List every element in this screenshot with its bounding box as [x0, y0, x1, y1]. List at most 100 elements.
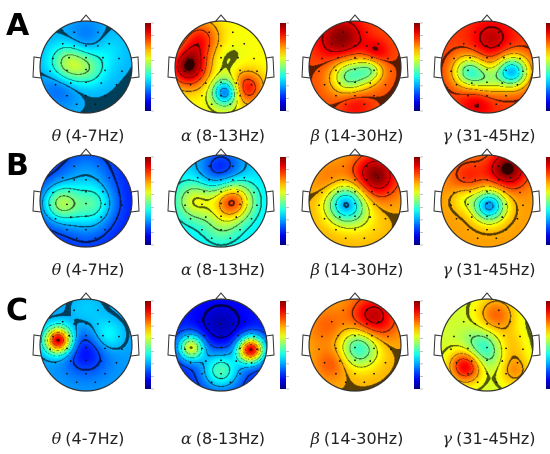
band-greek-letter: α: [181, 429, 192, 448]
colorbar: [414, 157, 420, 245]
electrode-marker: [354, 322, 356, 325]
electrode-marker: [220, 56, 222, 59]
electrode-marker: [503, 334, 505, 337]
electrode-marker: [94, 237, 97, 240]
electrode-marker: [505, 228, 507, 231]
band-label: γ (31-45Hz): [443, 260, 536, 279]
nose-icon: [348, 292, 362, 301]
electrode-marker: [69, 216, 72, 218]
electrode-marker: [467, 94, 469, 97]
left-ear-icon: [32, 334, 42, 357]
electrode-marker: [354, 68, 356, 71]
electrode-marker: [250, 361, 253, 364]
electrode-marker: [453, 191, 455, 194]
electrode-marker: [505, 94, 507, 97]
electrode-marker: [450, 70, 452, 73]
electrode-marker: [369, 216, 372, 218]
nose-icon: [214, 292, 228, 301]
electrode-marker: [486, 372, 488, 375]
electrode-marker: [243, 176, 246, 179]
left-ear-icon: [301, 190, 311, 213]
electrode-marker: [377, 42, 380, 45]
nose-icon: [214, 14, 228, 23]
nose-icon: [480, 292, 494, 301]
right-ear-icon: [265, 56, 275, 79]
electrode-marker: [66, 94, 68, 97]
electrode-marker: [231, 165, 234, 168]
electrode-marker: [184, 204, 186, 207]
electrode-marker: [85, 322, 87, 325]
electrode-marker: [516, 361, 519, 364]
electrode-marker: [330, 42, 333, 45]
electrode-marker: [365, 31, 368, 34]
topomap-c-1: [32, 292, 154, 392]
electrode-marker: [486, 190, 488, 193]
electrode-marker: [210, 237, 213, 240]
electrode-marker: [108, 320, 111, 323]
electrode-marker: [467, 69, 469, 72]
band-greek-letter: β: [310, 429, 320, 448]
band-frequency-range: (8-13Hz): [196, 429, 265, 448]
electrode-marker: [495, 381, 498, 384]
electrode-marker: [61, 176, 64, 179]
nose-icon: [214, 148, 228, 157]
colorbar: [546, 301, 550, 389]
electrode-marker: [363, 237, 366, 240]
right-ear-icon: [399, 190, 409, 213]
electrode-marker: [102, 190, 104, 193]
head-outline: [174, 20, 268, 114]
scalp-heatmap: [441, 155, 533, 247]
electrode-marker: [66, 372, 68, 375]
electrode-marker: [505, 69, 507, 72]
electrode-marker: [470, 82, 473, 84]
band-label: α (8-13Hz): [181, 429, 265, 448]
left-ear-icon: [167, 190, 177, 213]
electrode-marker: [474, 322, 477, 325]
electrode-marker: [220, 202, 222, 205]
electrode-marker: [253, 57, 255, 60]
scalp-heatmap: [175, 299, 267, 391]
band-greek-letter: γ: [443, 126, 453, 145]
electrode-marker: [231, 309, 234, 312]
colorbar: [414, 301, 420, 389]
electrode-marker: [201, 69, 203, 72]
electrode-marker: [467, 228, 469, 231]
electrode-marker: [321, 335, 323, 338]
electrode-marker: [476, 103, 479, 106]
electrode-marker: [54, 83, 57, 86]
electrode-marker: [486, 81, 488, 84]
band-greek-letter: α: [181, 260, 192, 279]
electrode-marker: [335, 372, 337, 375]
left-ear-icon: [167, 56, 177, 79]
band-label: θ (4-7Hz): [52, 260, 125, 279]
scalp-heatmap: [40, 21, 132, 113]
electrode-marker: [363, 381, 366, 384]
electrode-marker: [208, 165, 211, 168]
electrode-marker: [342, 309, 345, 312]
electrode-marker: [229, 237, 232, 240]
electrode-marker: [85, 346, 87, 349]
nose-icon: [480, 14, 494, 23]
topomap-a-2: [167, 14, 289, 114]
electrode-marker: [220, 346, 222, 349]
band-frequency-range: (8-13Hz): [196, 260, 265, 279]
band-label: θ (4-7Hz): [52, 429, 125, 448]
electrode-marker: [469, 334, 471, 337]
electrode-marker: [321, 191, 323, 194]
electrode-marker: [486, 334, 488, 337]
electrode-marker: [371, 56, 373, 59]
electrode-marker: [253, 335, 255, 338]
electrode-marker: [342, 322, 345, 325]
electrode-marker: [66, 69, 68, 72]
electrode-marker: [486, 94, 488, 97]
electrode-marker: [373, 203, 375, 206]
electrode-marker: [455, 217, 458, 220]
electrode-marker: [85, 178, 87, 181]
electrode-marker: [354, 346, 356, 349]
electrode-marker: [96, 309, 99, 312]
right-ear-icon: [130, 190, 140, 213]
electrode-marker: [387, 57, 389, 60]
electrode-marker: [486, 178, 488, 181]
scalp-heatmap: [309, 21, 401, 113]
electrode-marker: [369, 82, 372, 84]
